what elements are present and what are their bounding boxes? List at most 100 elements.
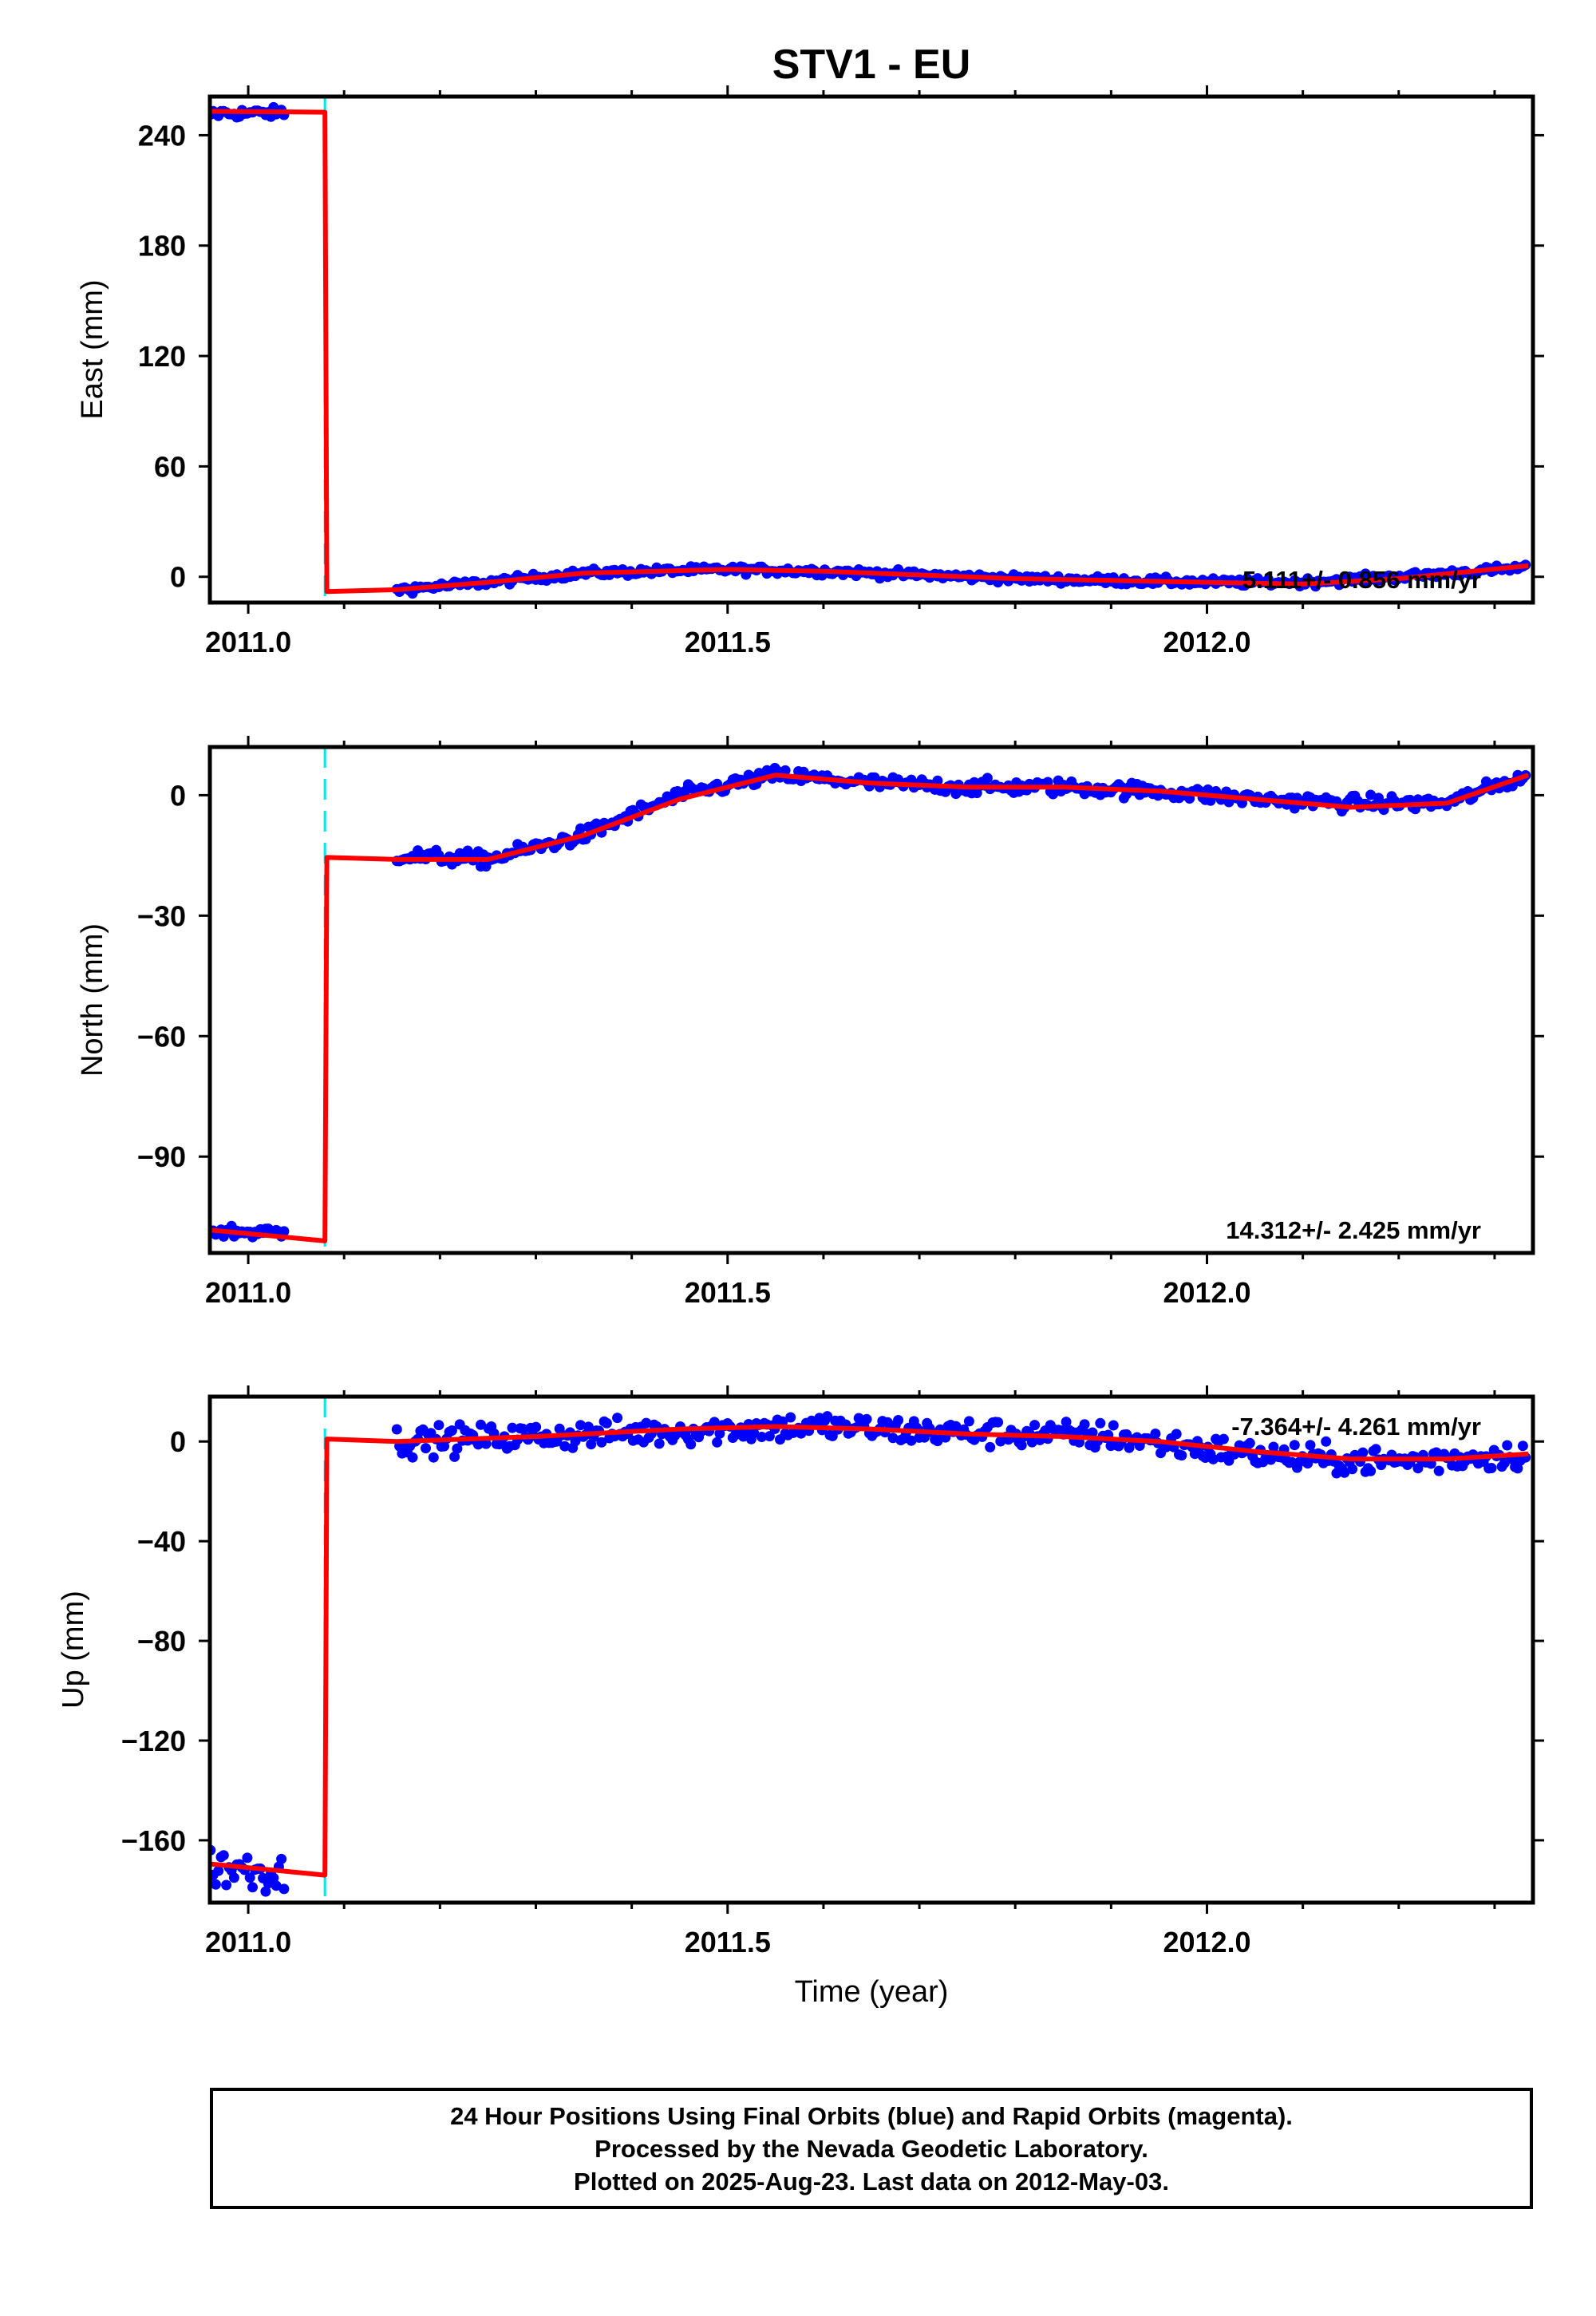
data-point	[449, 1451, 460, 1462]
data-point	[601, 1417, 612, 1429]
y-axis-label: East (mm)	[76, 279, 109, 419]
chart-title: STV1 - EU	[772, 41, 971, 88]
data-point	[1171, 1429, 1182, 1440]
y-tick-label: −120	[121, 1725, 186, 1757]
footer-line-2: Processed by the Nevada Geodetic Laborat…	[595, 2134, 1148, 2163]
x-tick-label: 2011.5	[685, 626, 771, 658]
data-point	[268, 1872, 279, 1883]
panel-east: 0 60 120 180 240 2011.0 2011.5 2012.0 East (mm) 5…	[76, 85, 1544, 658]
fit-line	[210, 773, 1529, 1243]
data-points	[192, 762, 1531, 1243]
data-point	[982, 773, 993, 784]
data-point	[1347, 1464, 1358, 1475]
data-point	[932, 775, 943, 786]
data-point	[428, 1452, 439, 1463]
data-point	[559, 1441, 571, 1452]
y-tick-label: −80	[137, 1625, 186, 1658]
data-point	[517, 1423, 528, 1434]
y-tick-label: 60	[154, 450, 186, 483]
data-point	[641, 1417, 652, 1429]
data-point	[596, 1437, 607, 1448]
data-point	[247, 1882, 258, 1893]
data-point	[192, 1227, 203, 1238]
data-point	[279, 1883, 290, 1895]
y-tick-label: 0	[170, 1425, 186, 1458]
fit-line	[210, 1424, 1529, 1878]
data-point	[1433, 1465, 1444, 1476]
data-point	[421, 1443, 431, 1454]
data-point	[1486, 1463, 1497, 1473]
x-tick-label: 2012.0	[1163, 1926, 1250, 1958]
data-point	[575, 823, 586, 834]
data-point	[1339, 1467, 1350, 1478]
y-tick-label: −160	[121, 1824, 186, 1857]
y-tick-label: −90	[137, 1140, 186, 1173]
data-point	[583, 1421, 594, 1433]
data-point	[228, 1872, 239, 1883]
data-point	[685, 1439, 697, 1450]
x-tick-label: 2012.0	[1163, 1276, 1250, 1309]
data-point	[575, 1420, 586, 1431]
data-points	[192, 1411, 1531, 1897]
y-axis-label: Up (mm)	[57, 1591, 90, 1709]
data-point	[1218, 1433, 1229, 1445]
data-point	[391, 1424, 402, 1435]
data-point	[195, 1847, 205, 1857]
data-point	[1502, 1440, 1513, 1451]
data-point	[712, 1437, 723, 1448]
data-point	[1087, 1427, 1098, 1438]
rate-label: -7.364+/- 4.261 mm/yr	[1231, 1413, 1481, 1441]
data-point	[757, 1432, 767, 1442]
x-tick-label: 2012.0	[1163, 626, 1250, 658]
data-point	[213, 1865, 224, 1876]
rate-label: 14.312+/- 2.425 mm/yr	[1226, 1216, 1481, 1244]
data-point	[1365, 1465, 1377, 1476]
data-point	[887, 1433, 899, 1444]
data-point	[198, 1863, 208, 1873]
data-point	[531, 1421, 542, 1433]
data-points	[210, 101, 1531, 599]
data-point	[861, 1413, 872, 1425]
data-point	[993, 1417, 1004, 1428]
data-point	[480, 1438, 492, 1449]
data-point	[612, 1413, 623, 1424]
data-point	[785, 1412, 796, 1423]
data-point	[963, 1416, 974, 1427]
footer-line-1: 24 Hour Positions Using Final Orbits (bl…	[450, 2101, 1293, 2130]
data-point	[1373, 792, 1384, 804]
panel-up: 0 −40 −80 −120 −160 2011.0 2011.5 2012.0 Up (mm)…	[57, 1385, 1544, 2009]
data-point	[654, 1438, 665, 1449]
data-point	[780, 765, 791, 776]
data-point	[452, 1443, 463, 1454]
data-point	[749, 1427, 760, 1438]
y-tick-label: 120	[138, 340, 186, 373]
data-point	[1365, 789, 1377, 800]
data-point	[1370, 1444, 1381, 1455]
footer-line-3: Plotted on 2025-Aug-23. Last data on 201…	[574, 2167, 1169, 2195]
data-point	[407, 1452, 418, 1463]
data-point	[1289, 1440, 1300, 1451]
data-point	[192, 1870, 203, 1880]
data-point	[893, 1415, 904, 1425]
data-point	[1095, 1417, 1106, 1429]
data-point	[1302, 1458, 1314, 1469]
data-point	[918, 1432, 930, 1443]
data-point	[985, 1441, 996, 1452]
plot-frame	[207, 94, 1535, 605]
data-point	[1244, 1437, 1255, 1448]
data-point	[709, 1417, 720, 1428]
x-tick-label: 2011.0	[205, 1926, 291, 1958]
y-tick-label: −60	[137, 1020, 186, 1053]
data-point	[271, 1880, 282, 1891]
data-point	[822, 1411, 833, 1422]
data-point	[221, 1879, 232, 1891]
data-point	[777, 1416, 788, 1427]
x-tick-label: 2011.0	[205, 626, 291, 658]
y-tick-label: 0	[170, 779, 186, 812]
data-point	[1108, 1420, 1119, 1431]
plot-frame	[207, 745, 1535, 1255]
data-point	[446, 1425, 457, 1436]
rate-label: 5.111+/- 0.856 mm/yr	[1242, 566, 1481, 594]
data-point	[1176, 1450, 1187, 1461]
